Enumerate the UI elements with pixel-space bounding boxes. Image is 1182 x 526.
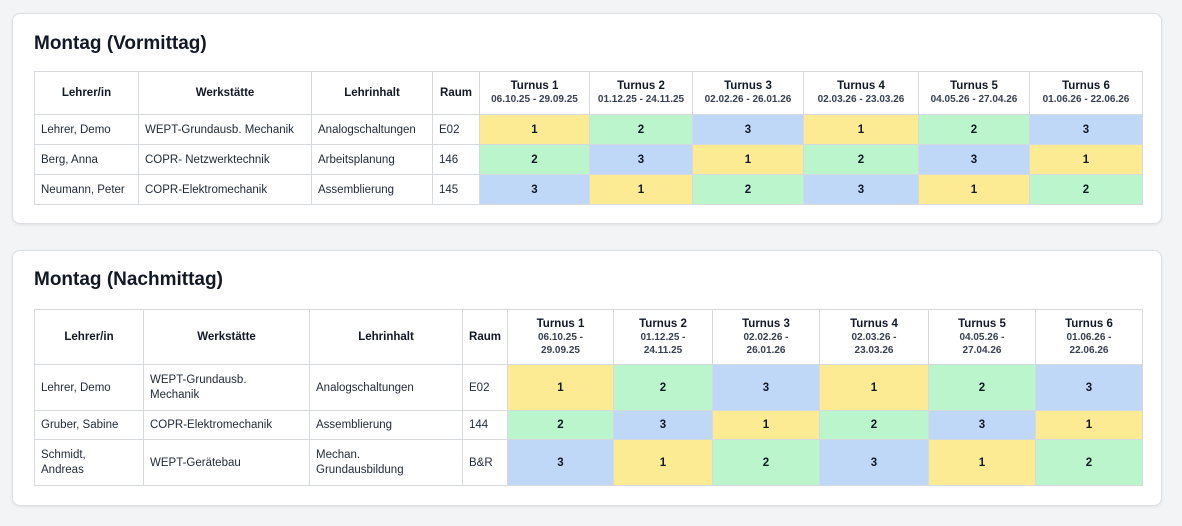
turnus-cell: 3: [613, 410, 713, 440]
turnus-cell: 3: [803, 174, 919, 205]
schedule-card-nachmittag: Montag (Nachmittag) Lehrer/in Werkstätte…: [12, 250, 1162, 506]
col-header-teacher: Lehrer/in: [34, 309, 144, 365]
col-header-turnus-2: Turnus 2 01.12.25 - 24.11.25: [589, 71, 693, 115]
turnus-cell: 2: [712, 439, 820, 486]
teacher-cell: Schmidt, Andreas: [34, 439, 144, 486]
turnus-cell: 1: [928, 439, 1036, 486]
workshop-cell: WEPT-Gerätebau: [143, 439, 310, 486]
content-cell: Assemblierung: [311, 174, 433, 205]
turnus-cell: 1: [712, 410, 820, 440]
section-title: Montag (Vormittag): [34, 33, 207, 54]
turnus-cell: 1: [692, 144, 804, 175]
turnus-cell: 3: [928, 410, 1036, 440]
workshop-cell: COPR-Elektromechanik: [143, 410, 310, 440]
col-header-turnus-5: Turnus 5 04.05.26 - 27.04.26: [918, 71, 1030, 115]
turnus-cell: 1: [819, 364, 929, 411]
turnus-cell: 2: [1029, 174, 1143, 205]
col-header-turnus-1: Turnus 1 06.10.25 -29.09.25: [507, 309, 614, 365]
room-cell: 144: [462, 410, 508, 440]
table-row: Neumann, Peter COPR-Elektromechanik Asse…: [34, 174, 1143, 205]
content-cell: Mechan. Grundausbildung: [309, 439, 463, 486]
turnus-cell: 2: [692, 174, 804, 205]
col-header-turnus-4: Turnus 4 02.03.26 -23.03.26: [819, 309, 929, 365]
col-header-turnus-2: Turnus 2 01.12.25 -24.11.25: [613, 309, 713, 365]
col-header-turnus-3: Turnus 3 02.02.26 - 26.01.26: [692, 71, 804, 115]
table-row: Lehrer, Demo WEPT-Grundausb. Mechanik An…: [34, 114, 1143, 145]
teacher-cell: Lehrer, Demo: [34, 364, 144, 411]
room-cell: 145: [432, 174, 480, 205]
turnus-cell: 2: [928, 364, 1036, 411]
turnus-cell: 1: [1035, 410, 1143, 440]
content-cell: Analogschaltungen: [311, 114, 433, 145]
turnus-cell: 3: [918, 144, 1030, 175]
workshop-cell: COPR-Elektromechanik: [138, 174, 312, 205]
header-row: Lehrer/in Werkstätte Lehrinhalt Raum Tur…: [34, 71, 1143, 115]
turnus-cell: 1: [589, 174, 693, 205]
turnus-cell: 3: [819, 439, 929, 486]
content-cell: Arbeitsplanung: [311, 144, 433, 175]
turnus-cell: 3: [1035, 364, 1143, 411]
col-header-turnus-5: Turnus 5 04.05.26 -27.04.26: [928, 309, 1036, 365]
turnus-cell: 3: [479, 174, 590, 205]
turnus-cell: 3: [589, 144, 693, 175]
turnus-cell: 2: [819, 410, 929, 440]
turnus-cell: 1: [1029, 144, 1143, 175]
col-header-turnus-6: Turnus 6 01.06.26 -22.06.26: [1035, 309, 1143, 365]
turnus-cell: 3: [692, 114, 804, 145]
schedule-table: Lehrer/in Werkstätte Lehrinhalt Raum Tur…: [34, 309, 1143, 486]
section-title: Montag (Nachmittag): [34, 269, 223, 290]
room-cell: E02: [462, 364, 508, 411]
teacher-cell: Neumann, Peter: [34, 174, 139, 205]
table-row: Lehrer, Demo WEPT-Grundausb. Mechanik Ana…: [34, 364, 1143, 411]
col-header-room: Raum: [462, 309, 508, 365]
room-cell: B&R: [462, 439, 508, 486]
workshop-cell: WEPT-Grundausb. Mechanik: [138, 114, 312, 145]
turnus-cell: 1: [803, 114, 919, 145]
turnus-cell: 2: [918, 114, 1030, 145]
header-row: Lehrer/in Werkstätte Lehrinhalt Raum Tur…: [34, 309, 1143, 365]
col-header-turnus-3: Turnus 3 02.02.26 -26.01.26: [712, 309, 820, 365]
turnus-cell: 2: [479, 144, 590, 175]
turnus-cell: 2: [803, 144, 919, 175]
col-header-turnus-1: Turnus 1 06.10.25 - 29.09.25: [479, 71, 590, 115]
table-row: Berg, Anna COPR- Netzwerktechnik Arbeits…: [34, 144, 1143, 175]
col-header-workshop: Werkstätte: [138, 71, 312, 115]
col-header-content: Lehrinhalt: [309, 309, 463, 365]
turnus-cell: 2: [1035, 439, 1143, 486]
col-header-turnus-6: Turnus 6 01.06.26 - 22.06.26: [1029, 71, 1143, 115]
turnus-cell: 3: [1029, 114, 1143, 145]
turnus-cell: 1: [613, 439, 713, 486]
schedule-card-vormittag: Montag (Vormittag) Lehrer/in Werkstätte …: [12, 13, 1162, 224]
turnus-cell: 3: [507, 439, 614, 486]
content-cell: Assemblierung: [309, 410, 463, 440]
turnus-cell: 1: [479, 114, 590, 145]
teacher-cell: Berg, Anna: [34, 144, 139, 175]
teacher-cell: Gruber, Sabine: [34, 410, 144, 440]
workshop-cell: WEPT-Grundausb. Mechanik: [143, 364, 310, 411]
room-cell: E02: [432, 114, 480, 145]
col-header-content: Lehrinhalt: [311, 71, 433, 115]
turnus-cell: 1: [918, 174, 1030, 205]
turnus-cell: 2: [507, 410, 614, 440]
workshop-cell: COPR- Netzwerktechnik: [138, 144, 312, 175]
turnus-cell: 3: [712, 364, 820, 411]
col-header-teacher: Lehrer/in: [34, 71, 139, 115]
table-row: Gruber, Sabine COPR-Elektromechanik Asse…: [34, 410, 1143, 440]
turnus-cell: 1: [507, 364, 614, 411]
schedule-table: Lehrer/in Werkstätte Lehrinhalt Raum Tur…: [34, 71, 1143, 205]
col-header-room: Raum: [432, 71, 480, 115]
turnus-cell: 2: [589, 114, 693, 145]
col-header-workshop: Werkstätte: [143, 309, 310, 365]
content-cell: Analogschaltungen: [309, 364, 463, 411]
room-cell: 146: [432, 144, 480, 175]
table-row: Schmidt, Andreas WEPT-Gerätebau Mechan. Gr…: [34, 439, 1143, 486]
col-header-turnus-4: Turnus 4 02.03.26 - 23.03.26: [803, 71, 919, 115]
turnus-cell: 2: [613, 364, 713, 411]
teacher-cell: Lehrer, Demo: [34, 114, 139, 145]
